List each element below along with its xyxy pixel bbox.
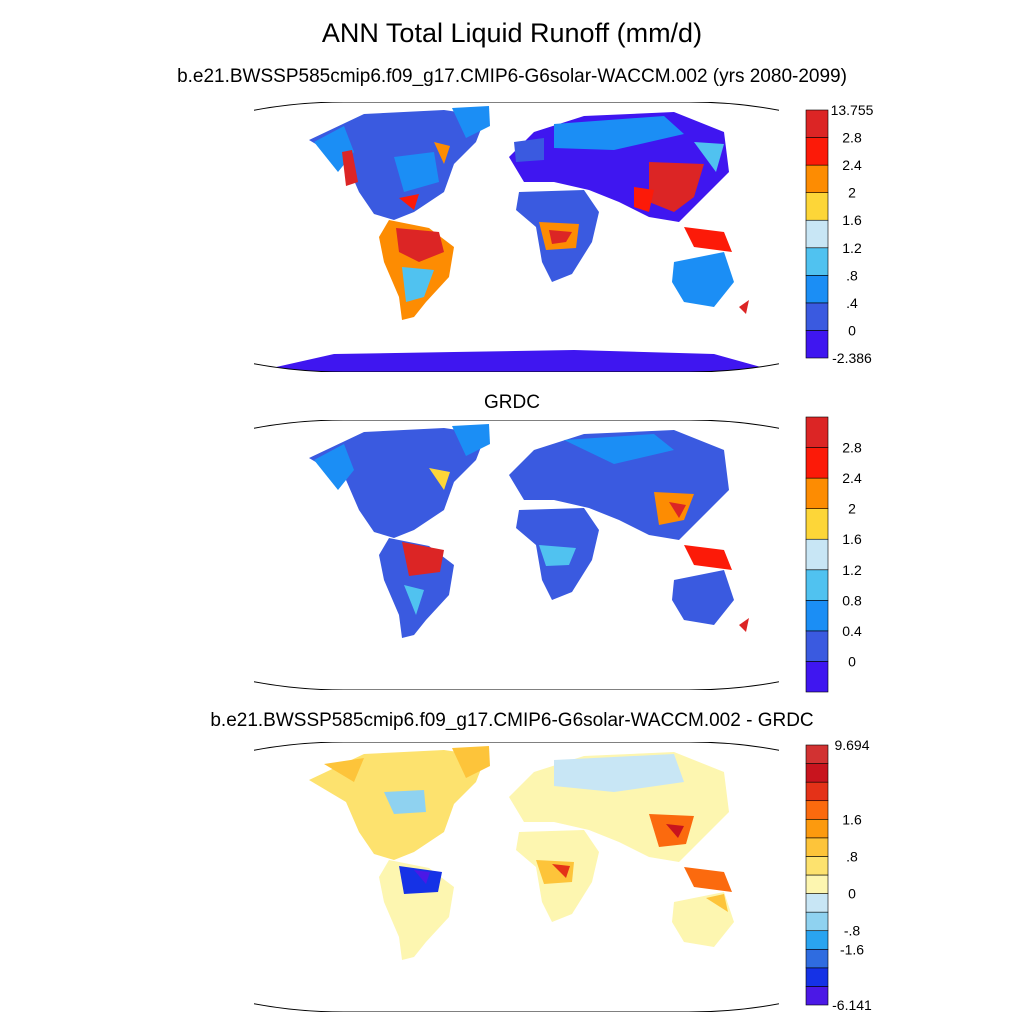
colorbar-label: 2.8 (842, 130, 862, 146)
colorbar-label: -2.386 (832, 350, 872, 366)
map-obs (254, 420, 779, 690)
colorbar-label: 0 (848, 886, 856, 902)
colorbar-swatch (805, 856, 829, 876)
colorbar-label: 2.4 (842, 157, 862, 173)
panel-subtitle-diff: b.e21.BWSSP585cmip6.f09_g17.CMIP6-G6sola… (210, 710, 814, 731)
colorbar-swatch (805, 818, 829, 839)
colorbar-swatch (805, 911, 829, 932)
colorbar-swatch (805, 569, 829, 601)
colorbar-swatch (805, 837, 829, 857)
colorbar-obs: 0 0.4 0.8 1.2 1.6 2 2.4 2.8 (805, 416, 906, 693)
colorbar-swatch (805, 744, 829, 764)
colorbar-swatch (805, 219, 829, 249)
colorbar-label: .8 (846, 267, 858, 283)
colorbar-label: 1.6 (842, 212, 862, 228)
colorbar-swatch (805, 930, 829, 950)
colorbar-label: 2 (848, 501, 856, 517)
map-diff (254, 742, 779, 1012)
colorbar-label: 1.2 (842, 562, 862, 578)
colorbar-swatch (805, 137, 829, 166)
colorbar-label: -.8 (844, 923, 861, 939)
colorbar-label: 0 (848, 322, 856, 338)
colorbar-swatch (805, 763, 829, 783)
colorbar-swatch (805, 302, 829, 331)
colorbar-swatch (805, 447, 829, 479)
colorbar-swatch (805, 330, 829, 359)
colorbar-diff: -6.141 -1.6 -.8 0 .8 1.6 9.694 (805, 737, 906, 1013)
colorbar-label: 9.694 (834, 737, 869, 753)
figure-title: ANN Total Liquid Runoff (mm/d) (321, 18, 703, 48)
colorbar-swatch (805, 800, 829, 820)
colorbar-swatch (805, 661, 829, 693)
australia-land (672, 252, 734, 307)
colorbar-swatch (805, 416, 829, 448)
colorbar-label: 0 (848, 653, 856, 669)
colorbar-swatch (805, 538, 829, 571)
colorbar-label: .4 (846, 295, 858, 311)
colorbar-swatch (805, 874, 829, 894)
colorbar-swatch (805, 164, 829, 193)
colorbar-label: 1.2 (842, 240, 862, 256)
colorbar-label: 0.8 (842, 592, 862, 608)
colorbar-swatch (805, 986, 829, 1006)
colorbar-swatch (805, 109, 829, 138)
colorbar-label: 2.4 (842, 470, 862, 486)
colorbar-label: 1.6 (842, 531, 862, 547)
colorbar-label: .8 (846, 848, 858, 864)
colorbar-swatch (805, 247, 829, 276)
colorbar-swatch (805, 893, 829, 913)
colorbar-swatch (805, 275, 829, 304)
colorbar-label: -6.141 (832, 997, 872, 1013)
colorbar-label: -1.6 (840, 941, 864, 957)
colorbar-label: 2.8 (842, 440, 862, 456)
colorbar-swatch (805, 600, 829, 632)
panel-subtitle-obs: GRDC (484, 392, 540, 413)
colorbar-label: 13.755 (831, 102, 874, 118)
colorbar-swatch (805, 967, 829, 987)
colorbar-swatch (805, 192, 829, 221)
antarctica-land (254, 350, 779, 372)
colorbar-swatch (805, 781, 829, 802)
colorbar-label: 1.6 (842, 811, 862, 827)
map-model (254, 102, 779, 372)
panel-subtitle-model: b.e21.BWSSP585cmip6.f09_g17.CMIP6-G6sola… (177, 66, 847, 87)
colorbar-model: -2.386 0 .4 .8 1.2 1.6 2 2.4 2.8 13.755 (805, 102, 906, 366)
colorbar-swatch (805, 948, 829, 969)
colorbar-swatch (805, 477, 829, 509)
colorbar-swatch (805, 508, 829, 540)
colorbar-label: 0.4 (842, 623, 862, 639)
colorbar-swatch (805, 630, 829, 662)
colorbar-label: 2 (848, 185, 856, 201)
